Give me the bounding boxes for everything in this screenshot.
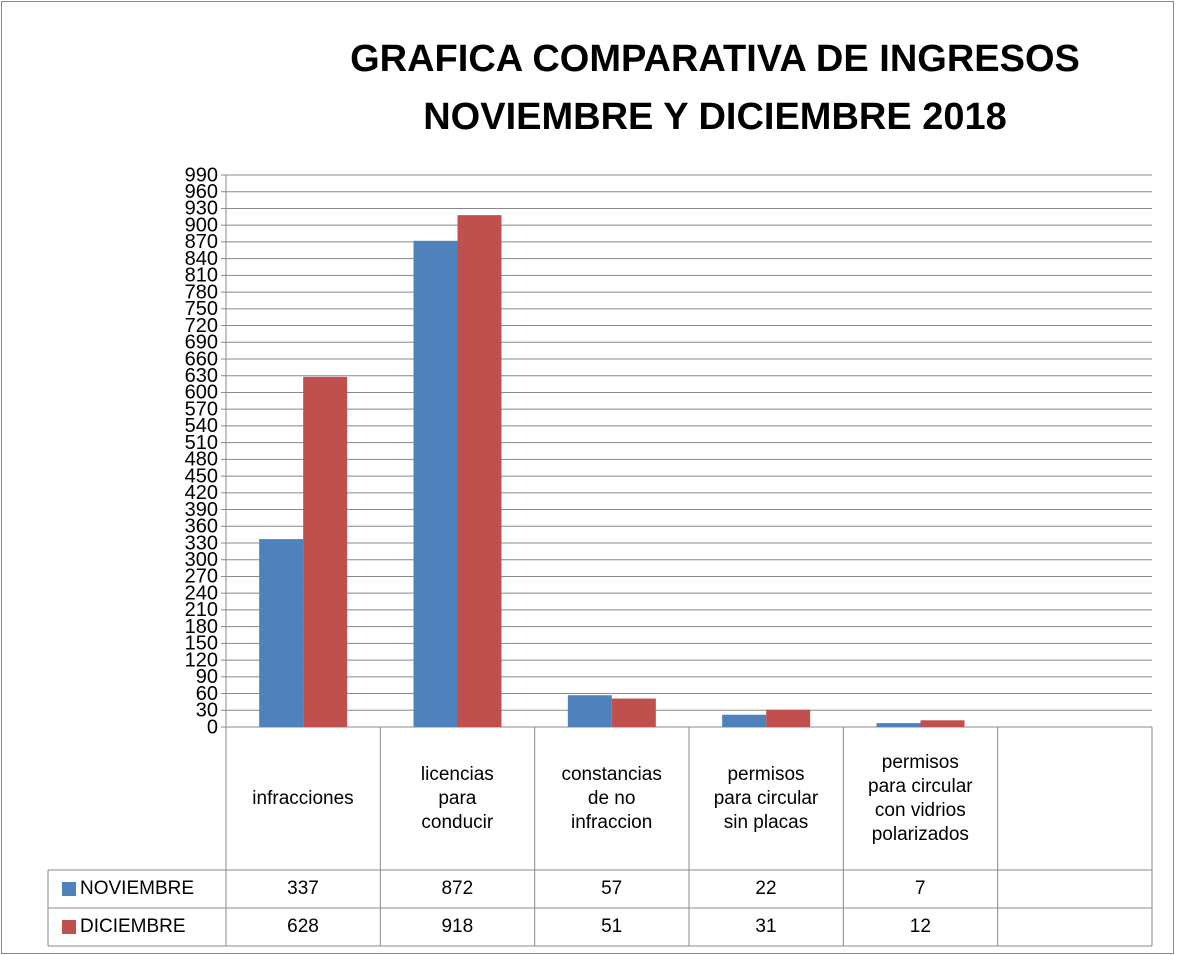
x-tick-label: permisos para circular con vidrios polar…: [868, 751, 973, 845]
y-tick-label: 510: [185, 432, 218, 454]
bar: [876, 723, 921, 727]
y-tick-label: 90: [196, 666, 218, 688]
y-tick-label: 870: [185, 231, 218, 253]
y-tick-label: 30: [196, 700, 218, 722]
table-value: 337: [287, 878, 319, 899]
bar: [303, 376, 348, 727]
table-value: 628: [287, 916, 319, 937]
y-tick-label: 180: [185, 616, 218, 638]
y-tick-label: 60: [196, 683, 218, 705]
y-tick-label: 810: [185, 265, 218, 287]
y-tick-label: 750: [185, 298, 218, 320]
x-tick-label: permisos para circular sin placas: [713, 763, 819, 833]
bar: [766, 709, 811, 727]
bar: [722, 714, 767, 727]
x-tick-label: licencias para conducir: [420, 763, 494, 833]
legend-swatch: [62, 882, 76, 896]
y-tick-label: 900: [185, 214, 218, 236]
y-tick-label: 360: [185, 516, 218, 538]
y-tick-label: 780: [185, 281, 218, 303]
bar: [457, 215, 502, 728]
table-value: 7: [915, 878, 926, 899]
y-tick-label: 570: [185, 398, 218, 420]
y-tick-label: 930: [185, 198, 218, 220]
y-tick-label: 210: [185, 599, 218, 621]
y-tick-label: 690: [185, 332, 218, 354]
y-tick-label: 990: [185, 164, 218, 186]
table-value: 51: [601, 916, 623, 937]
table-value: [998, 908, 1152, 946]
table-value: 31: [755, 916, 777, 937]
table-value: 22: [755, 878, 777, 899]
y-tick-label: 330: [185, 532, 218, 554]
y-tick-label: 660: [185, 348, 218, 370]
y-tick-label: 480: [185, 449, 218, 471]
x-tick-label: infracciones: [252, 787, 354, 809]
bar: [611, 698, 656, 727]
table-value: 12: [909, 916, 931, 937]
y-tick-label: 300: [185, 549, 218, 571]
y-tick-label: 600: [185, 382, 218, 404]
bar: [567, 695, 612, 727]
y-tick-label: 840: [185, 248, 218, 270]
y-tick-label: 120: [185, 649, 218, 671]
table-value: 872: [441, 878, 474, 899]
x-tick-label: constancias de no infraccion: [561, 763, 662, 833]
y-tick-label: 960: [185, 181, 218, 203]
legend-label: NOVIEMBRE: [80, 878, 195, 899]
bar: [920, 720, 965, 727]
legend-label: DICIEMBRE: [80, 916, 186, 937]
table-value: 57: [601, 878, 623, 899]
chart-title: GRAFICA COMPARATIVA DE INGRESOS NOVIEMBR…: [350, 38, 1080, 138]
y-tick-label: 0: [207, 716, 218, 738]
legend-swatch: [62, 920, 76, 934]
bar: [413, 240, 458, 727]
table-value: [998, 870, 1152, 908]
y-tick-label: 420: [185, 482, 218, 504]
y-tick-label: 720: [185, 315, 218, 337]
y-tick-label: 630: [185, 365, 218, 387]
y-tick-label: 390: [185, 499, 218, 521]
y-tick-label: 450: [185, 465, 218, 487]
y-tick-label: 240: [185, 582, 218, 604]
bar: [259, 539, 304, 727]
y-tick-label: 540: [185, 415, 218, 437]
y-tick-label: 150: [185, 633, 218, 655]
table-value: 918: [441, 916, 474, 937]
x-tick-label: [998, 727, 1152, 870]
y-tick-label: 270: [185, 566, 218, 588]
